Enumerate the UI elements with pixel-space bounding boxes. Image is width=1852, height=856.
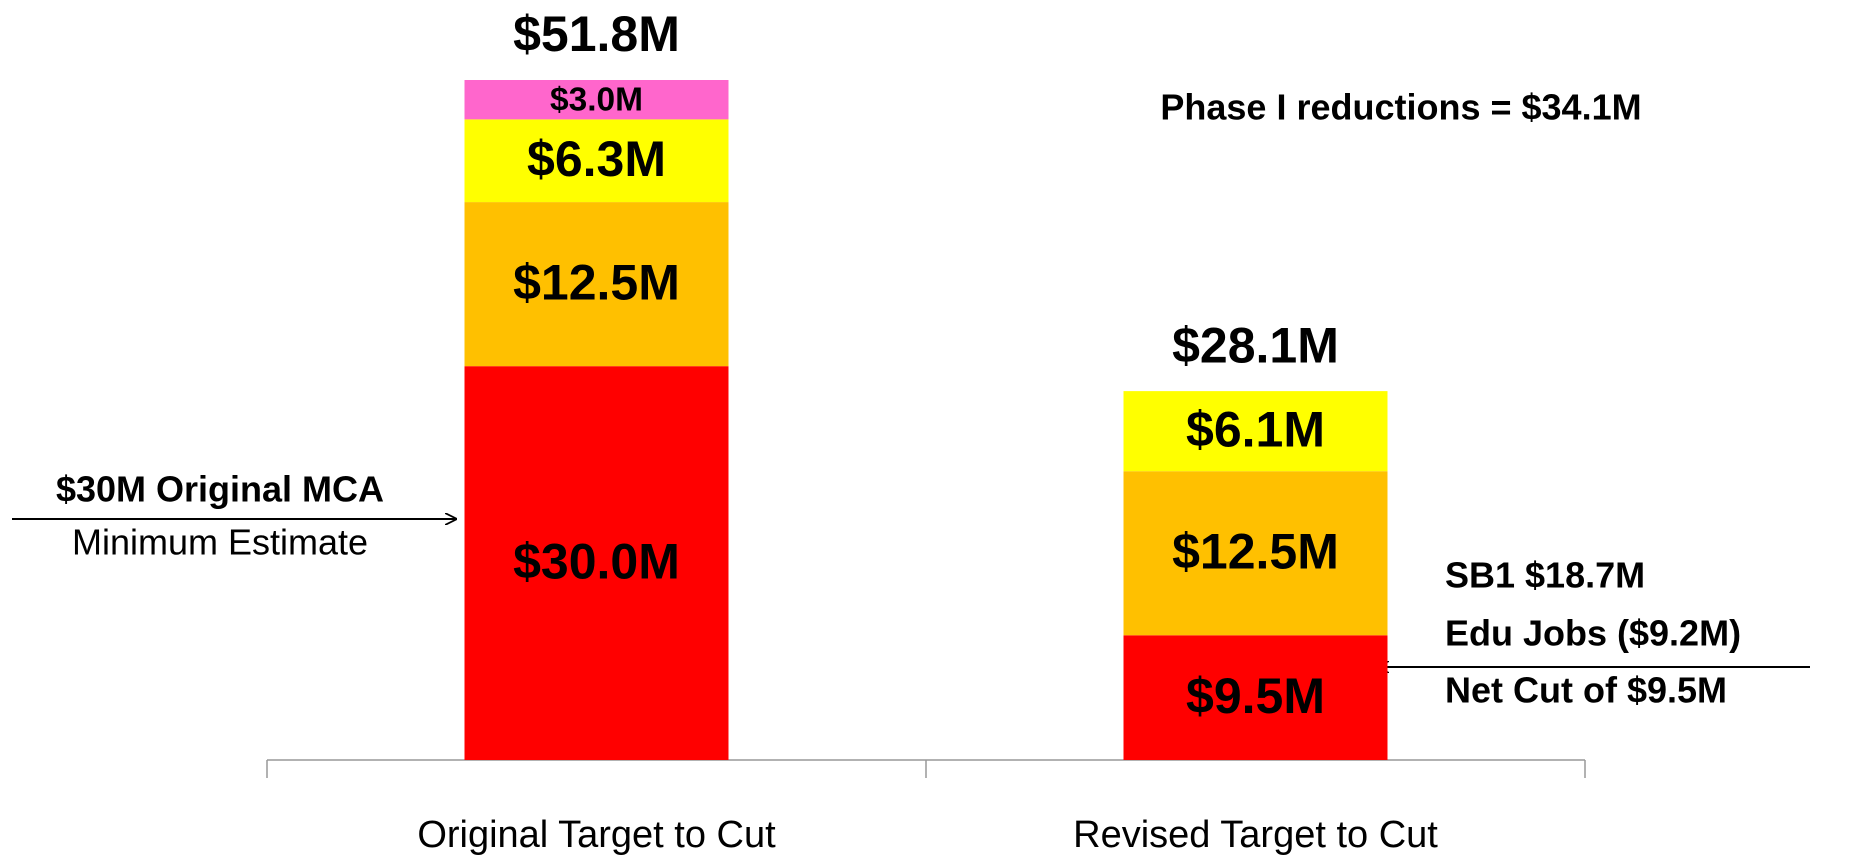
bar-segment	[464, 202, 729, 367]
value-label: $30.0M	[513, 533, 680, 589]
left-annotation: $30M Original MCA	[56, 469, 384, 510]
right-annotation: Edu Jobs ($9.2M)	[1445, 613, 1741, 654]
total-label: $28.1M	[1172, 317, 1339, 373]
bar-segment	[1123, 391, 1388, 472]
value-label: $12.5M	[1172, 523, 1339, 579]
value-label: $9.5M	[1186, 668, 1325, 724]
x-tick-label: Revised Target to Cut	[1073, 814, 1438, 856]
bar-segment	[464, 80, 729, 120]
x-tick-label: Original Target to Cut	[417, 814, 776, 856]
bar-segment	[1123, 471, 1388, 636]
right-annotation: Net Cut of $9.5M	[1445, 670, 1727, 711]
right-annotation: SB1 $18.7M	[1445, 555, 1645, 596]
value-label: $3.0M	[550, 82, 643, 119]
value-label: $6.1M	[1186, 401, 1325, 457]
bar-segment	[464, 119, 729, 203]
summary-annotation: Phase I reductions = $34.1M	[1160, 87, 1641, 128]
x-axis	[266, 759, 1586, 778]
value-label: $6.3M	[527, 131, 666, 187]
value-label: $12.5M	[513, 254, 680, 310]
bar-segment	[1123, 635, 1388, 760]
left-annotation: Minimum Estimate	[72, 522, 368, 563]
bar-segment	[464, 366, 729, 760]
total-label: $51.8M	[513, 6, 680, 62]
